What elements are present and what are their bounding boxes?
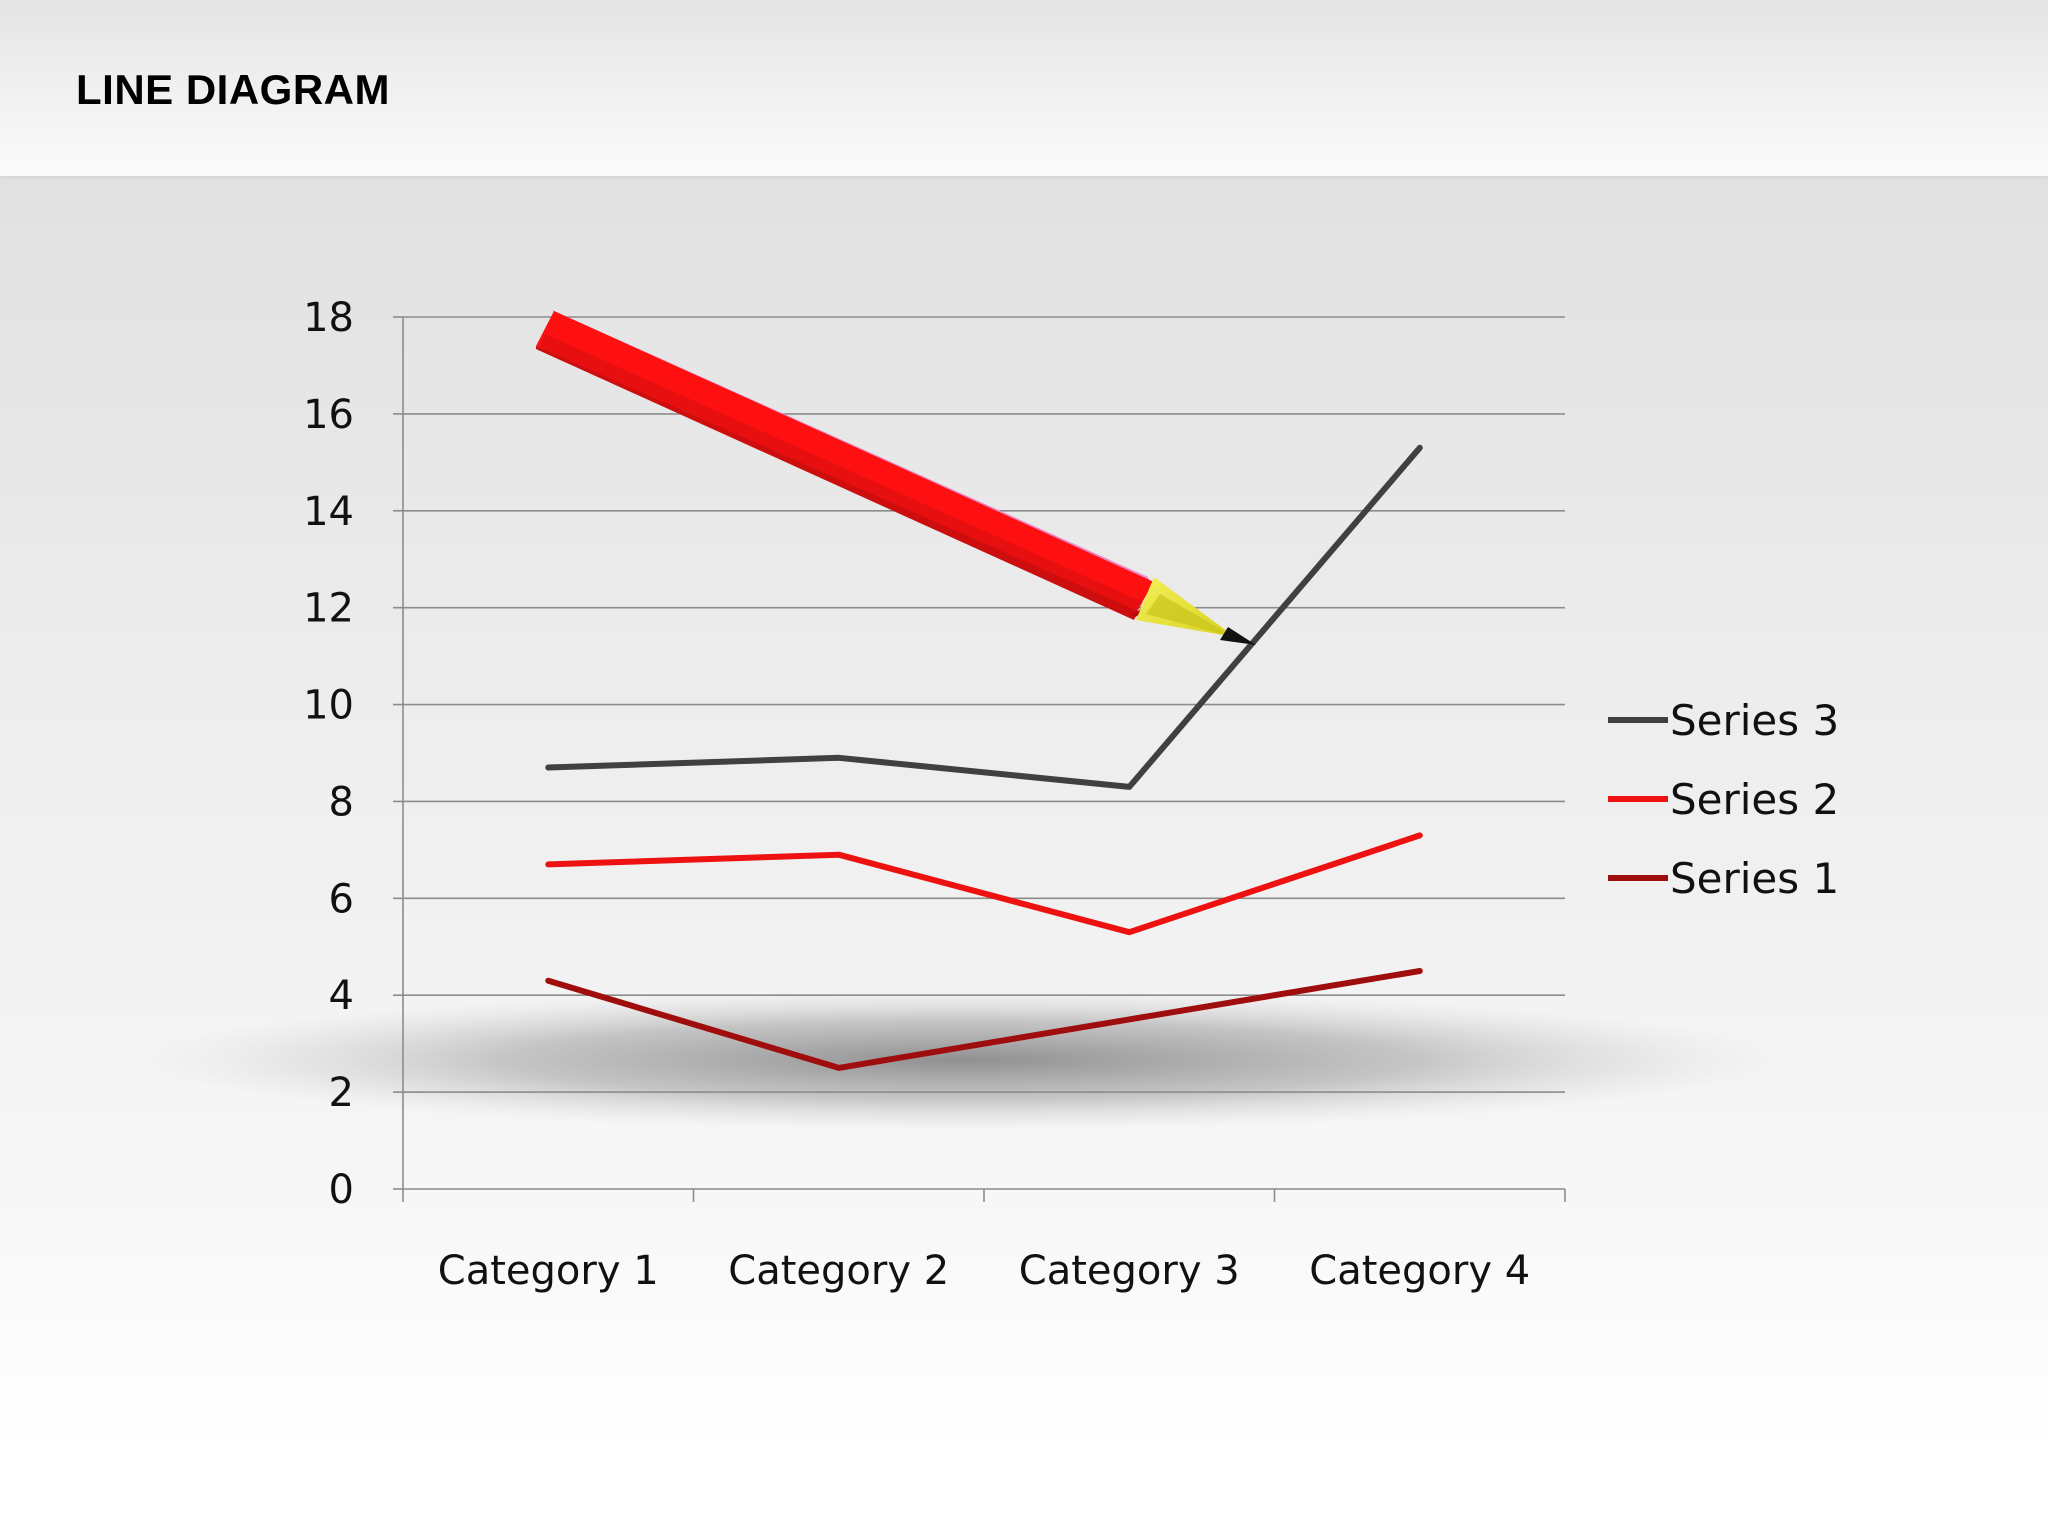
legend-label: Series 2 xyxy=(1670,775,1839,824)
axes xyxy=(393,316,1566,1202)
series-lines xyxy=(545,444,1423,1071)
legend-label: Series 1 xyxy=(1670,854,1839,903)
legend-item: Series 2 xyxy=(1608,775,1839,824)
legend-label: Series 3 xyxy=(1670,696,1839,745)
y-tick-label: 2 xyxy=(329,1070,354,1116)
y-tick-label: 14 xyxy=(303,489,354,535)
series-line-3 xyxy=(545,444,1423,790)
pencil-icon xyxy=(536,310,1256,645)
legend-item: Series 1 xyxy=(1608,854,1839,903)
header-band xyxy=(0,0,2048,176)
x-axis-ticks: Category 1 Category 2 Category 3 Category 4 xyxy=(438,1248,1530,1294)
legend-item: Series 3 xyxy=(1608,696,1839,745)
x-tick-label: Category 4 xyxy=(1309,1248,1530,1294)
floor-shadow xyxy=(140,990,1780,1130)
slide-title: LINE DIAGRAM xyxy=(76,66,390,113)
y-tick-label: 6 xyxy=(329,876,354,922)
y-tick-label: 12 xyxy=(303,586,354,632)
y-axis-ticks: 0 2 4 6 8 10 12 14 16 18 xyxy=(303,295,354,1213)
legend: Series 3 Series 2 Series 1 xyxy=(1608,696,1839,903)
y-tick-label: 8 xyxy=(329,779,354,825)
series-line-1 xyxy=(545,968,1423,1071)
x-tick-label: Category 2 xyxy=(728,1248,949,1294)
y-tick-label: 4 xyxy=(329,973,354,1019)
series-line-2 xyxy=(545,832,1423,936)
x-tick-label: Category 3 xyxy=(1019,1248,1240,1294)
y-tick-label: 18 xyxy=(303,295,354,341)
x-tick-label: Category 1 xyxy=(438,1248,659,1294)
y-tick-label: 16 xyxy=(303,392,354,438)
y-tick-label: 0 xyxy=(329,1167,354,1213)
y-tick-label: 10 xyxy=(303,683,354,729)
